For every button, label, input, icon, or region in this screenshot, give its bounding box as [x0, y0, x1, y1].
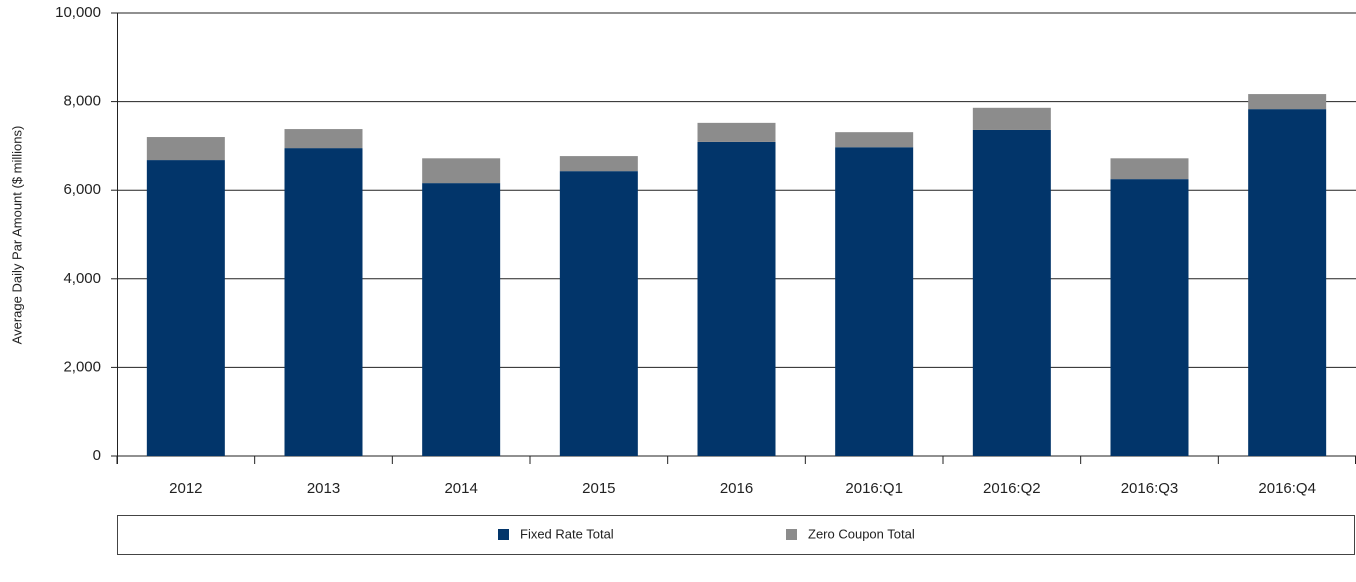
bar-segment: [1248, 94, 1327, 110]
bar-segment: [559, 156, 638, 172]
y-tick-label: 0: [93, 447, 101, 464]
y-tick-label: 4,000: [63, 270, 101, 287]
bar-segment: [559, 171, 638, 456]
y-tick-label: 10,000: [55, 4, 101, 21]
bar-segment: [835, 132, 914, 148]
x-tick-label: 2016:Q4: [1258, 480, 1316, 497]
legend-swatch: [498, 529, 509, 540]
bar-segment: [284, 129, 363, 149]
x-tick-label: 2014: [444, 480, 477, 497]
bar-segment: [697, 122, 776, 142]
bar-segment: [146, 137, 225, 161]
bar-segment: [1110, 158, 1189, 180]
x-tick-label: 2013: [307, 480, 340, 497]
bar-segment: [422, 158, 501, 184]
bar-segment: [422, 183, 501, 456]
x-tick-label: 2016: [720, 480, 753, 497]
bar-segment: [972, 107, 1051, 130]
y-axis-title: Average Daily Par Amount ($ millions): [9, 126, 24, 345]
x-tick-label: 2012: [169, 480, 202, 497]
x-tick-label: 2016:Q3: [1121, 480, 1179, 497]
y-tick-label: 2,000: [63, 358, 101, 375]
bar-segment: [1248, 109, 1327, 457]
bar-segment: [284, 148, 363, 457]
y-tick-label: 8,000: [63, 93, 101, 110]
x-tick-label: 2016:Q2: [983, 480, 1041, 497]
legend-box: [117, 515, 1355, 555]
bar-segment: [697, 141, 776, 456]
legend-swatch: [786, 529, 797, 540]
bar-segment: [972, 129, 1051, 456]
legend-text: Fixed Rate Total: [520, 526, 614, 541]
x-tick-label: 2016:Q1: [845, 480, 903, 497]
bar-segment: [835, 147, 914, 456]
bar-segment: [1110, 179, 1189, 456]
legend-text: Zero Coupon Total: [808, 526, 915, 541]
y-tick-label: 6,000: [63, 181, 101, 198]
bar-segment: [146, 160, 225, 457]
x-tick-label: 2015: [582, 480, 615, 497]
